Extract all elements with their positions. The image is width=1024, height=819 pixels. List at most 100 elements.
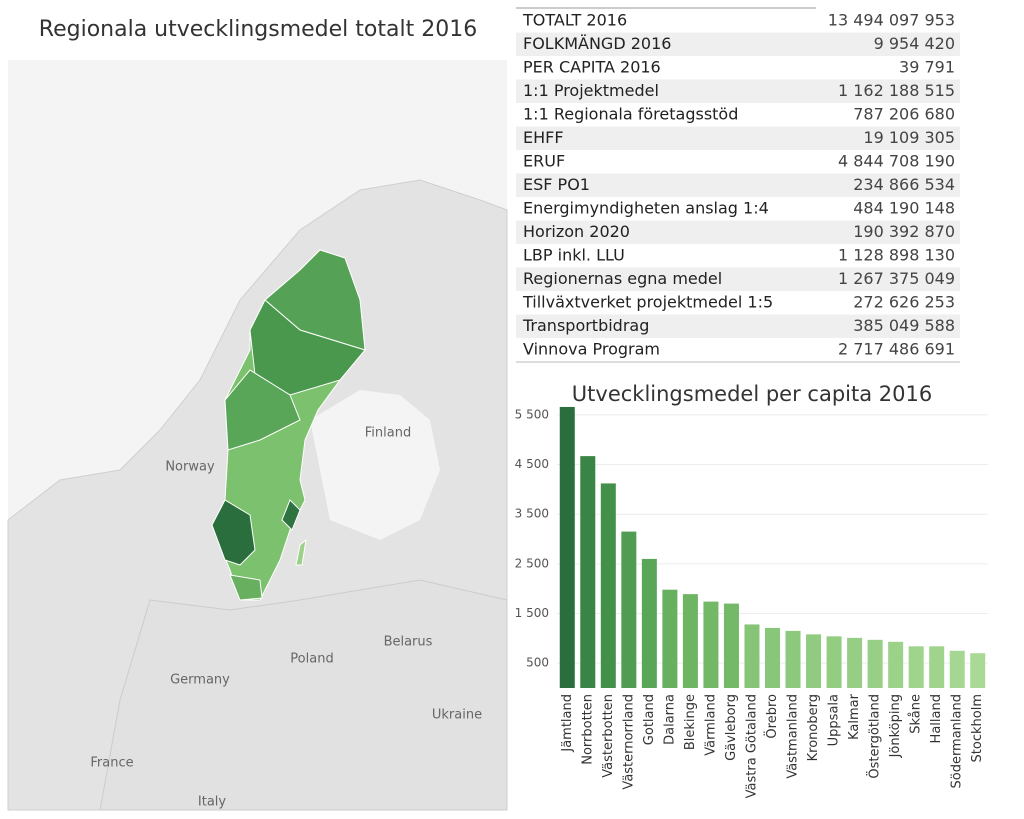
row-stripe	[516, 314, 960, 338]
x-tick-label: Västerbotten	[601, 694, 616, 778]
x-tick-label: Kalmar	[847, 693, 862, 740]
row-label: Vinnova Program	[523, 340, 660, 359]
region	[281, 499, 301, 531]
x-tick-label: Västmanland	[786, 694, 801, 779]
map-labels: Finland Norway Belarus Poland Germany Ukraine…	[90, 426, 482, 810]
x-tick-label: Värmland	[703, 694, 718, 756]
row-value: 9 954 420	[874, 34, 955, 53]
y-tick-label: 5 500	[515, 407, 549, 421]
x-tick-label: Kronoberg	[806, 694, 821, 761]
map-label: Finland	[365, 426, 411, 441]
bar	[723, 603, 739, 688]
bar	[621, 531, 637, 688]
chart-title: Utvecklingsmedel per capita 2016	[572, 382, 932, 406]
row-value: 484 190 148	[853, 199, 955, 218]
bar	[703, 601, 719, 688]
bar	[682, 594, 698, 688]
x-tick-label: Blekinge	[683, 694, 698, 750]
row-value: 385 049 588	[853, 316, 955, 335]
row-label: Horizon 2020	[523, 222, 630, 241]
row-value: 19 109 305	[863, 128, 955, 147]
x-tick-label: Halland	[929, 694, 944, 743]
bar	[600, 483, 616, 688]
y-tick-label: 3 500	[515, 507, 549, 521]
row-value: 39 791	[899, 58, 955, 77]
region	[229, 574, 263, 601]
bar	[970, 653, 986, 688]
bar	[641, 558, 657, 688]
row-value: 1 267 375 049	[838, 269, 955, 288]
bar-chart: Utvecklingsmedel per capita 2016 500 1 50…	[515, 382, 988, 798]
row-label: PER CAPITA 2016	[523, 58, 661, 77]
row-value: 4 844 708 190	[838, 152, 955, 171]
x-tick-label: Jämtland	[560, 694, 575, 753]
map-label: France	[90, 756, 133, 771]
region	[224, 369, 301, 451]
row-label: 1:1 Regionala företagsstöd	[523, 105, 738, 124]
row-value: 787 206 680	[853, 105, 955, 124]
bar	[867, 639, 883, 688]
bar	[826, 636, 842, 688]
row-stripe	[516, 32, 960, 56]
x-tick-label: Stockholm	[970, 694, 985, 762]
row-label: Regionernas egna medel	[523, 269, 722, 288]
x-tick-label: Västra Götaland	[744, 694, 759, 798]
row-label: Transportbidrag	[522, 316, 649, 335]
x-tick-label: Uppsala	[827, 694, 842, 746]
bar	[580, 456, 596, 688]
gotland	[295, 538, 307, 566]
row-value: 1 128 898 130	[838, 246, 955, 265]
x-tick-label: Norrbotten	[580, 694, 595, 765]
map-label: Ukraine	[432, 708, 482, 723]
x-tick-label: Södermanland	[950, 694, 965, 789]
map-label: Belarus	[384, 635, 433, 650]
map-label: Poland	[290, 652, 333, 667]
x-tick-label: Gotland	[642, 694, 657, 745]
map-label: Norway	[165, 460, 215, 475]
x-tick-label: Gävleborg	[724, 694, 739, 761]
x-tick-label: Dalarna	[662, 694, 677, 745]
map-sea-baltic	[310, 390, 440, 540]
bar	[662, 589, 678, 688]
bar	[847, 637, 863, 688]
bar	[929, 646, 945, 688]
row-stripe	[516, 126, 960, 150]
bar	[559, 406, 575, 688]
x-tick-label: Västernorrland	[621, 694, 636, 790]
y-tick-label: 1 500	[515, 606, 549, 620]
bar	[888, 641, 904, 688]
bar	[908, 646, 924, 688]
x-tick-label: Östergötland	[866, 694, 883, 779]
row-stripe	[516, 79, 960, 103]
map-title: Regionala utvecklingsmedel totalt 2016	[39, 17, 477, 42]
y-tick-label: 4 500	[515, 457, 549, 471]
row-value: 2 717 486 691	[838, 340, 955, 359]
row-value: 190 392 870	[853, 222, 955, 241]
map-label: Italy	[198, 795, 227, 810]
row-label: 1:1 Projektmedel	[523, 81, 659, 100]
row-label: ERUF	[523, 152, 565, 171]
row-label: EHFF	[523, 128, 564, 147]
y-tick-label: 2 500	[515, 556, 549, 570]
x-tick-label: Örebro	[763, 694, 780, 739]
row-value: 1 162 188 515	[838, 81, 955, 100]
row-stripe	[516, 220, 960, 244]
row-label: ESF PO1	[523, 175, 590, 194]
y-tick-label: 500	[526, 656, 549, 670]
map-label: Germany	[170, 673, 230, 688]
row-label: FOLKMÄNGD 2016	[523, 34, 671, 53]
map: Regionala utvecklingsmedel totalt 2016	[7, 17, 508, 811]
row-label: Energimyndigheten anslag 1:4	[523, 199, 769, 218]
row-stripe	[516, 173, 960, 197]
row-value: 272 626 253	[853, 293, 955, 312]
bar	[806, 634, 822, 688]
bar	[744, 624, 760, 688]
row-label: LBP inkl. LLU	[523, 246, 625, 265]
row-value: 234 866 534	[853, 175, 955, 194]
region	[211, 499, 256, 566]
bar	[785, 630, 801, 688]
bar	[949, 650, 965, 688]
x-tick-label: Jönköping	[888, 694, 903, 758]
